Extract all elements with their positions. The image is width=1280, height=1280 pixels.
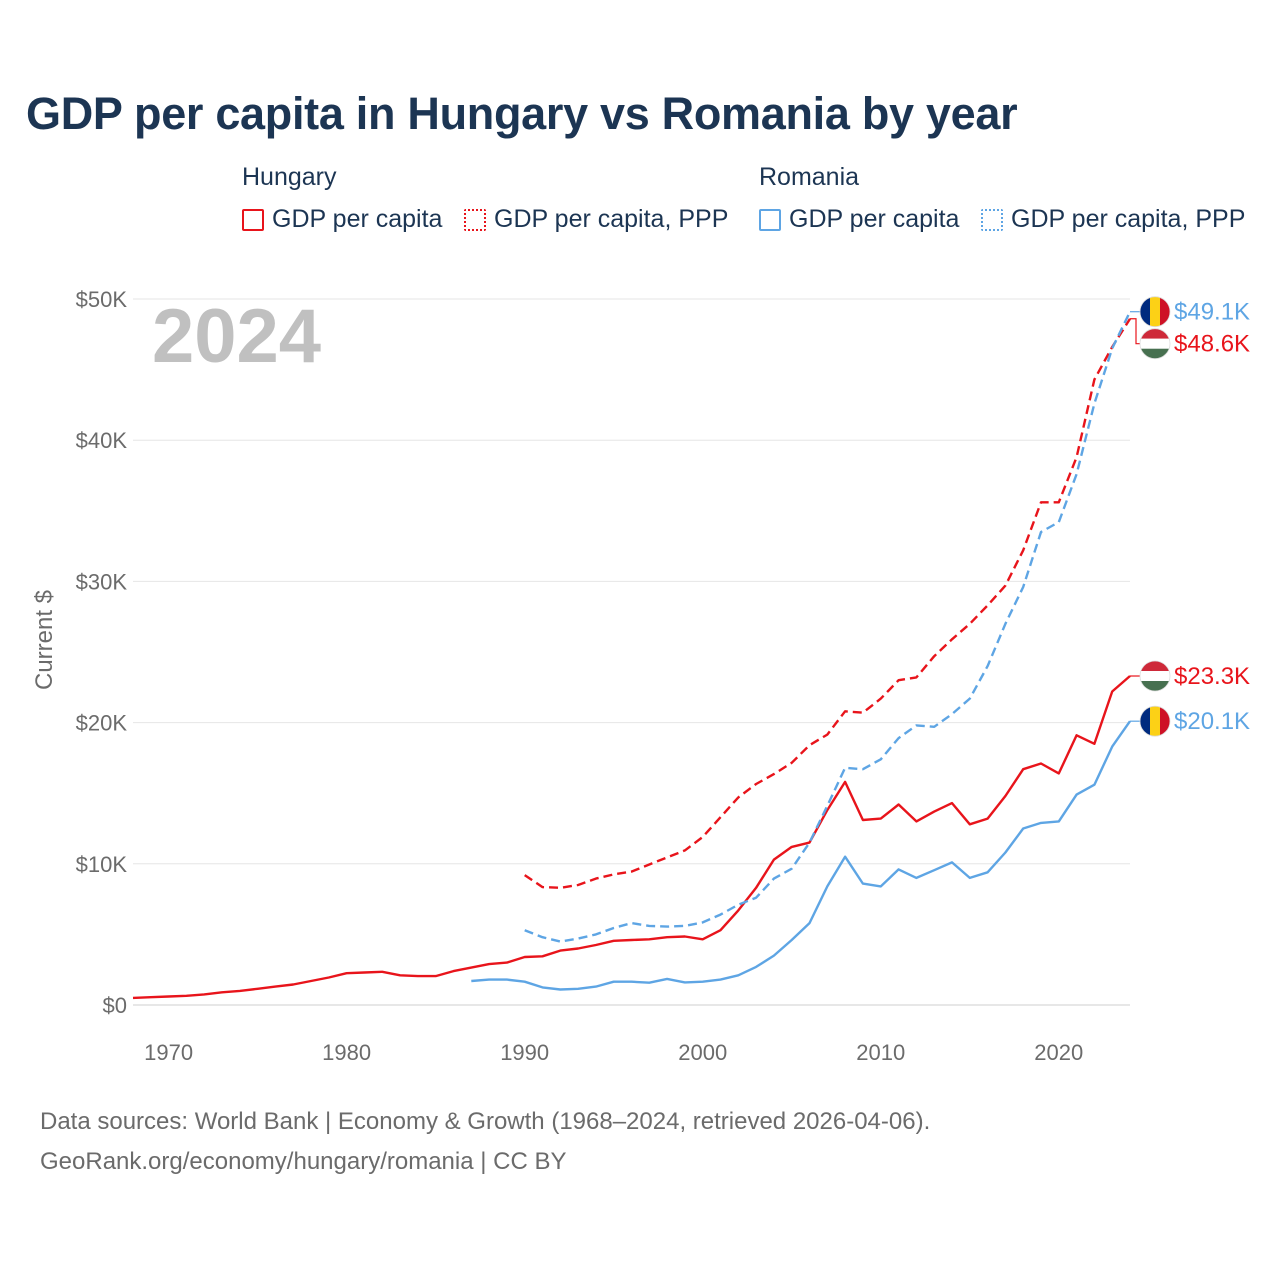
footer-attribution[interactable]: GeoRank.org/economy/hungary/romania | CC… [40,1148,567,1175]
y-tick-label: $30K [76,569,128,594]
legend-romania: Romania GDP per capita GDP per capita, P… [759,163,1259,243]
y-axis-ticks: $0 $10K $20K $30K $40K $50K [76,287,128,1018]
y-tick-label: $50K [76,287,128,312]
legend-item-hungary-ppp[interactable]: GDP per capita, PPP [464,205,728,234]
x-tick-label: 2000 [678,1040,727,1065]
legend-label: GDP per capita, PPP [1011,205,1246,233]
legend-item-romania-gdp[interactable]: GDP per capita [759,205,959,234]
hungary-flag-icon [1139,328,1171,360]
series-line [524,311,1132,943]
chart-title: GDP per capita in Hungary vs Romania by … [26,88,1018,139]
series-line [524,318,1132,889]
footer-sources: Data sources: World Bank | Economy & Gro… [40,1108,931,1135]
series-line [471,720,1131,991]
legend-hungary: Hungary GDP per capita GDP per capita, P… [242,163,742,243]
hungary-flag-icon [1139,660,1171,692]
end-value-label: $20.1K [1174,708,1250,735]
y-axis-label: Current $ [31,590,58,690]
legend-label: GDP per capita [789,205,960,233]
legend-swatch-solid [759,208,781,231]
x-tick-label: 1980 [322,1040,371,1065]
leader-line [1130,318,1140,345]
legend-label: GDP per capita, PPP [494,205,729,233]
y-tick-label: $40K [76,428,128,453]
x-tick-label: 1970 [144,1040,193,1065]
series-lines [132,311,1132,1000]
x-tick-label: 2020 [1034,1040,1083,1065]
end-value-label: $48.6K [1174,331,1250,358]
y-tick-label: $20K [76,711,128,736]
end-value-label: $49.1K [1174,299,1250,326]
x-tick-label: 1990 [500,1040,549,1065]
grid [133,298,1130,1006]
y-tick-label: $10K [76,852,128,877]
legend-swatch-dotted [981,208,1003,231]
legend-label: GDP per capita [272,205,443,233]
year-watermark: 2024 [152,294,321,379]
legend-item-hungary-gdp[interactable]: GDP per capita [242,205,442,234]
x-axis-ticks: 1970 1980 1990 2000 2010 2020 [144,1040,1083,1065]
end-value-label: $23.3K [1174,663,1250,690]
legend-item-romania-ppp[interactable]: GDP per capita, PPP [981,205,1245,234]
x-tick-label: 2010 [856,1040,905,1065]
legend-country-hungary: Hungary [242,163,337,191]
end-labels: $49.1K $48.6K $23.3K $20.1K [1130,296,1250,737]
legend-swatch-solid [242,208,264,231]
romania-flag-icon [1139,296,1171,328]
romania-flag-icon [1139,705,1171,737]
legend-country-romania: Romania [759,163,860,191]
series-line [132,675,1131,1000]
y-tick-label: $0 [103,993,127,1018]
legend-swatch-dotted [464,208,486,231]
